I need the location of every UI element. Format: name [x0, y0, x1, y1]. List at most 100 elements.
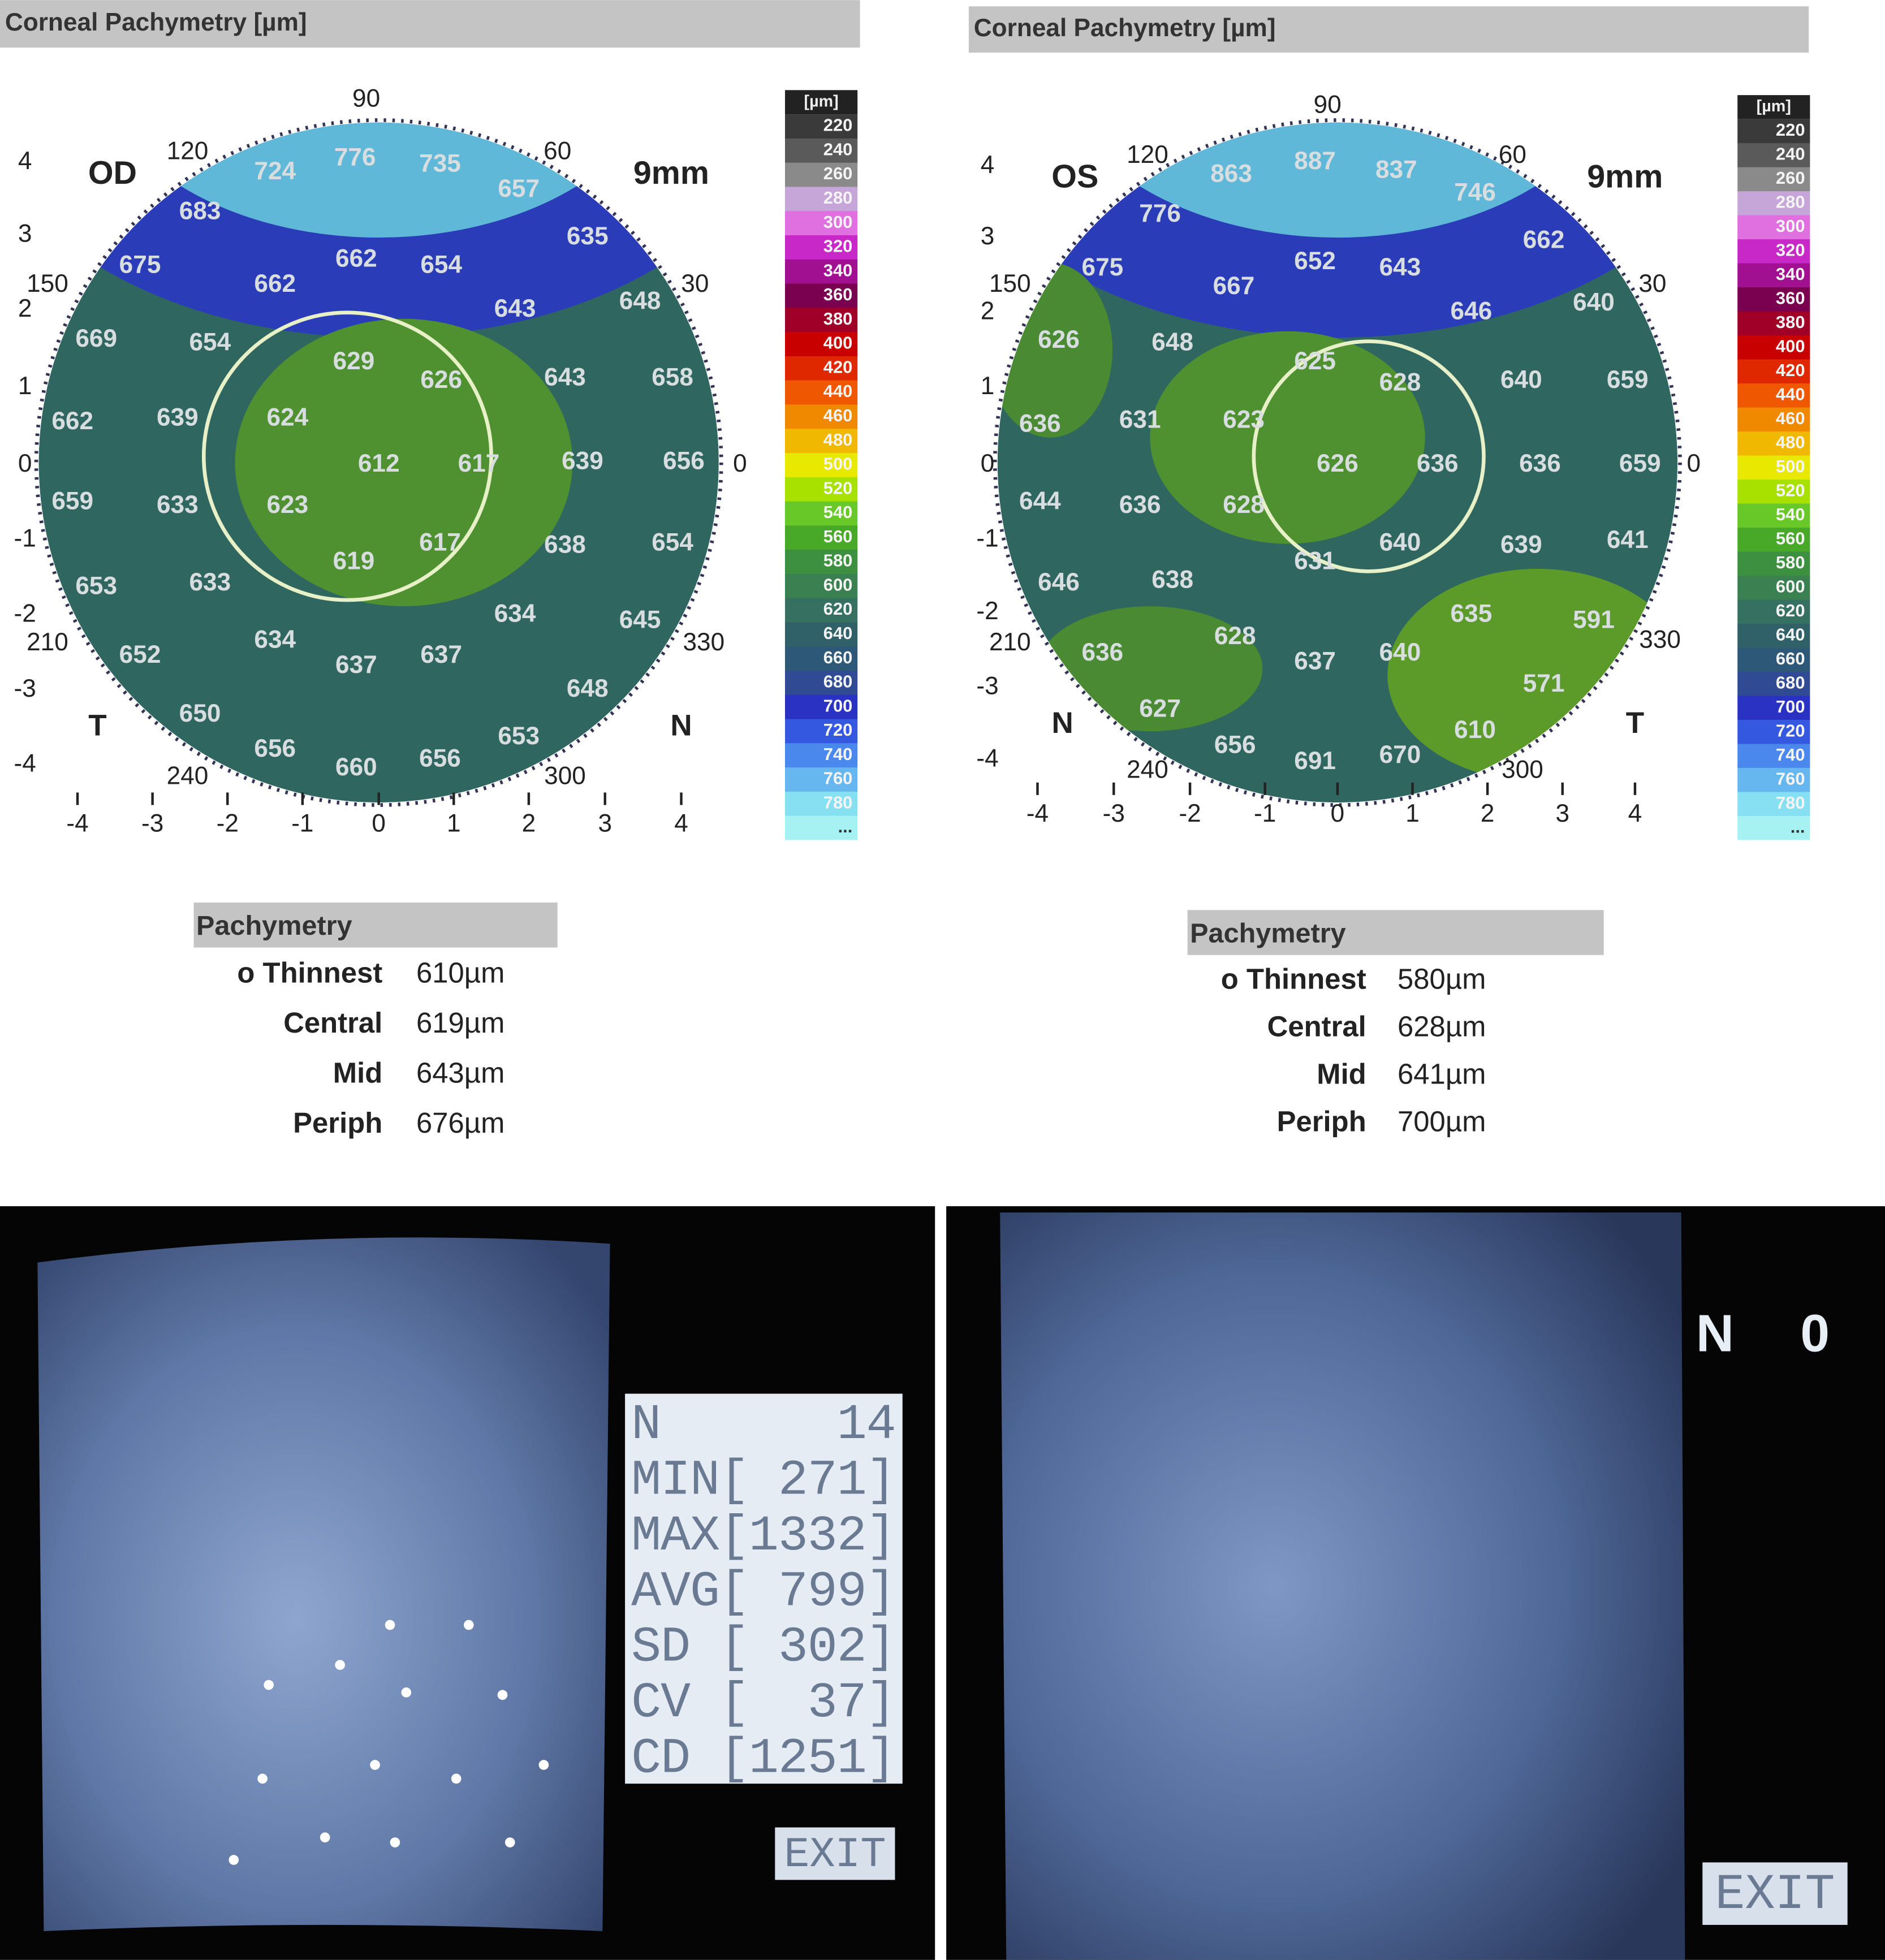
y-tick-label: 2: [18, 295, 32, 322]
x-tick-label: -3: [141, 810, 163, 837]
scale-cell: [785, 646, 858, 672]
map-value: 652: [1294, 247, 1336, 275]
scale-cell: [1737, 407, 1810, 433]
scale-tick-label: 320: [1776, 240, 1805, 260]
scale-tick-label: 600: [1776, 576, 1805, 596]
scale-cell: [1737, 143, 1810, 168]
map-border: [993, 118, 1682, 807]
scale-tick-label: 380: [823, 309, 853, 329]
x-tick-label: -4: [66, 810, 88, 837]
scale-tick-label: 680: [1776, 672, 1805, 692]
summary-value: 676µm: [416, 1107, 504, 1139]
scale-tick-label: 720: [823, 720, 853, 740]
map-value: 640: [1500, 366, 1542, 394]
map-value: 735: [419, 150, 461, 178]
readout-line: MAX[1332]: [631, 1508, 896, 1565]
map-value: 776: [1139, 200, 1181, 227]
y-tick-label: 4: [18, 147, 32, 175]
cell-marker: [320, 1832, 330, 1843]
summary-value: 641µm: [1397, 1058, 1486, 1090]
map-value: 639: [1500, 531, 1542, 559]
scale-cell: [1737, 744, 1810, 769]
scale-cell: [1737, 311, 1810, 336]
scale-cell: [785, 550, 858, 575]
scale-cell: [1737, 624, 1810, 649]
scale-tick-label: 480: [1776, 432, 1805, 452]
map-thick-band: [997, 122, 1678, 338]
map-value: 654: [420, 251, 462, 279]
endothelium-image: [1000, 1212, 1685, 1960]
y-tick-label: 2: [981, 297, 995, 325]
scale-tick-label: 640: [1776, 624, 1805, 644]
scale-cell: [1737, 359, 1810, 385]
x-tick-label: -4: [1026, 800, 1049, 827]
scale-cell: [785, 622, 858, 647]
scale-unit: [µm]: [1757, 97, 1791, 115]
angle-label: 150: [989, 270, 1031, 297]
summary-header: [193, 902, 558, 948]
map-value: 641: [1607, 526, 1649, 554]
scale-tick-label: 660: [823, 647, 853, 667]
map-value: 657: [498, 175, 540, 202]
map-value: 659: [51, 487, 93, 515]
summary-value: 643µm: [416, 1056, 504, 1089]
cell-marker: [538, 1760, 549, 1770]
panel-title: Corneal Pachymetry [µm]: [974, 14, 1276, 42]
map-value: 634: [494, 599, 536, 627]
map-value: 624: [266, 403, 308, 431]
map-value: 863: [1210, 159, 1252, 187]
map-value: 619: [333, 547, 375, 575]
central-zone: [1252, 339, 1486, 573]
readout-line: CV [ 37]: [631, 1674, 896, 1732]
map-value: 638: [1151, 566, 1193, 594]
scale-cell: [1737, 335, 1810, 360]
map-thin-zone: [235, 318, 573, 607]
scale-tick-label: 780: [1776, 793, 1805, 813]
scale-cell: [785, 453, 858, 478]
summary-label: Mid: [333, 1056, 383, 1089]
summary-value: 619µm: [416, 1007, 504, 1039]
map-value: 634: [254, 626, 296, 654]
readout-line: MIN[ 271]: [631, 1452, 896, 1509]
map-value: 635: [1451, 599, 1493, 627]
map-value: 646: [1451, 297, 1493, 325]
map-value: 658: [652, 364, 693, 391]
angle-label: 120: [1127, 141, 1168, 169]
map-value: 640: [1379, 528, 1421, 556]
thickness-map: [38, 122, 719, 803]
scale-cell: [1737, 383, 1810, 408]
scale-cell: [785, 356, 858, 381]
scale-tick-label: 780: [823, 792, 853, 812]
map-value: 629: [333, 347, 375, 375]
scale-tick-label: 760: [823, 769, 853, 788]
exit-button[interactable]: [775, 1827, 895, 1880]
scale-cell: [785, 404, 858, 430]
y-tick-label: 1: [18, 372, 32, 400]
summary-label: Central: [283, 1007, 382, 1039]
y-tick-label: -2: [976, 597, 998, 625]
summary-label: Central: [1267, 1011, 1366, 1043]
map-value: 640: [1573, 288, 1615, 316]
map-value: 746: [1454, 178, 1496, 206]
summary-label: Mid: [1317, 1058, 1366, 1090]
map-value: 652: [119, 641, 161, 668]
y-tick-label: -3: [976, 672, 998, 700]
cell-marker: [335, 1660, 346, 1670]
scale-tick-label: 480: [823, 430, 853, 450]
scale-cell: [785, 138, 858, 163]
map-value: 627: [1139, 694, 1181, 722]
scale-cell: [1737, 215, 1810, 240]
exit-button[interactable]: [1702, 1862, 1848, 1925]
readout-line: AVG[ 799]: [631, 1563, 896, 1620]
scale-tick-label: 460: [823, 405, 853, 425]
map-value: 643: [1379, 253, 1421, 281]
scale-tick-label: 400: [1776, 336, 1805, 356]
status-label: N: [1696, 1304, 1734, 1363]
x-tick-label: 4: [1628, 800, 1642, 827]
map-value: 591: [1573, 606, 1615, 633]
scale-cell: [1737, 792, 1810, 817]
scale-cell: [785, 719, 858, 744]
map-value: 636: [1119, 491, 1161, 519]
x-tick-label: 1: [1405, 800, 1420, 827]
